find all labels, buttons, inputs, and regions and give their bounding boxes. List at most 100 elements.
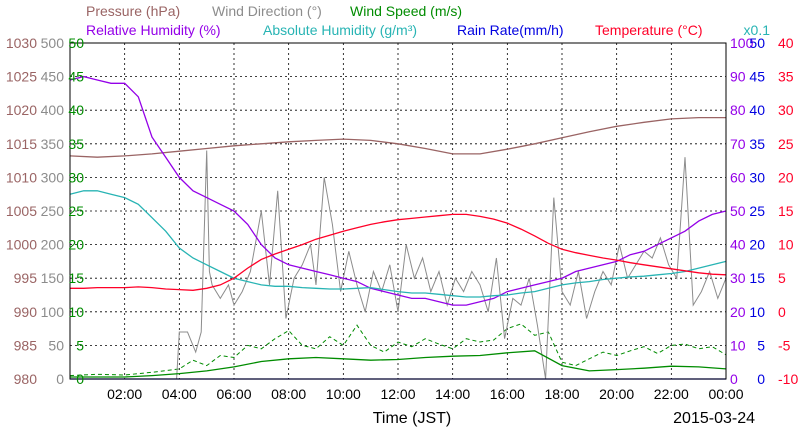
abs-hum-rain-tick-label: 0 [757, 371, 765, 387]
temperature-tick-label: 5 [778, 270, 786, 286]
wind-speed-tick-label: 40 [68, 102, 84, 118]
temperature-tick-label: 35 [778, 69, 794, 85]
humidity-tick-label: 10 [730, 337, 746, 353]
pressure-tick-label: 1015 [6, 136, 37, 152]
abs-hum-rain-tick-label: 25 [749, 203, 765, 219]
wind-speed-tick-label: 50 [68, 35, 84, 51]
wind-speed-tick-label: 20 [68, 237, 84, 253]
pressure-tick-label: 1030 [6, 35, 37, 51]
x-tick-label: 20:00 [599, 386, 634, 402]
wind-speed-tick-label: 25 [68, 203, 84, 219]
wind-speed-gust-line [69, 323, 727, 377]
pressure-tick-label: 990 [14, 304, 38, 320]
wind-speed-tick-label: 30 [68, 169, 84, 185]
wind-direction-line [176, 150, 727, 380]
wind-speed-tick-label: 0 [76, 371, 84, 387]
legend-wind-speed: Wind Speed (m/s) [350, 3, 462, 19]
temperature-tick-label: 40 [778, 35, 794, 51]
axes: 1030102510201015101010051000995990985980… [6, 35, 799, 402]
pressure-hpa-line [69, 116, 726, 158]
date-label: 2015-03-24 [673, 410, 755, 427]
wind-dir-tick-label: 250 [41, 203, 65, 219]
abs-hum-rain-tick-label: 50 [749, 35, 765, 51]
absolute-humidity-g-m-line [69, 190, 727, 298]
abs-hum-rain-tick-label: 15 [749, 270, 765, 286]
temperature-tick-label: 25 [778, 136, 794, 152]
pressure-tick-label: 995 [14, 270, 38, 286]
abs-hum-rain-tick-label: 30 [749, 169, 765, 185]
temperature-tick-label: 0 [778, 304, 786, 320]
pressure-tick-label: 1005 [6, 203, 37, 219]
x-tick-label: 14:00 [435, 386, 470, 402]
x-axis-label: Time (JST) [373, 410, 452, 427]
x-tick-label: 18:00 [544, 386, 579, 402]
legend-wind-dir: Wind Direction (°) [212, 3, 322, 19]
pressure-tick-label: 985 [14, 337, 38, 353]
temperature-c-line [70, 213, 727, 291]
temperature-tick-label: 30 [778, 102, 794, 118]
humidity-tick-label: 0 [730, 371, 738, 387]
humidity-tick-label: 40 [730, 237, 746, 253]
temperature-tick-label: -5 [778, 337, 791, 353]
wind-dir-tick-label: 150 [41, 270, 65, 286]
pressure-tick-label: 1010 [6, 169, 37, 185]
relative-humidity-line [69, 75, 727, 306]
humidity-tick-label: 20 [730, 304, 746, 320]
pressure-tick-label: 980 [14, 371, 38, 387]
wind-dir-tick-label: 500 [41, 35, 65, 51]
abs-hum-rain-tick-label: 35 [749, 136, 765, 152]
abs-hum-rain-tick-label: 10 [749, 304, 765, 320]
wind-speed-tick-label: 10 [68, 304, 84, 320]
legend-temp: Temperature (°C) [595, 22, 703, 38]
wind-dir-tick-label: 0 [56, 371, 64, 387]
legend-rain: Rain Rate(mm/h) [457, 22, 564, 38]
wind-dir-tick-label: 450 [41, 69, 65, 85]
humidity-tick-label: 90 [730, 69, 746, 85]
legend-rel-hum: Relative Humidity (%) [86, 22, 221, 38]
temperature-tick-label: 20 [778, 169, 794, 185]
wind-dir-tick-label: 200 [41, 237, 65, 253]
x-tick-label: 16:00 [490, 386, 525, 402]
temperature-tick-label: -10 [778, 371, 798, 387]
x-tick-label: 10:00 [326, 386, 361, 402]
abs-hum-rain-tick-label: 5 [757, 337, 765, 353]
wind-speed-tick-label: 35 [68, 136, 84, 152]
pressure-tick-label: 1020 [6, 102, 37, 118]
humidity-tick-label: 100 [730, 35, 754, 51]
temperature-tick-label: 15 [778, 203, 794, 219]
humidity-tick-label: 50 [730, 203, 746, 219]
x-tick-label: 08:00 [271, 386, 306, 402]
x-tick-label: 00:00 [708, 386, 743, 402]
temperature-tick-label: 10 [778, 237, 794, 253]
abs-hum-rain-tick-label: 45 [749, 69, 765, 85]
legend-pressure: Pressure (hPa) [86, 3, 180, 19]
x-tick-label: 12:00 [380, 386, 415, 402]
wind-dir-tick-label: 350 [41, 136, 65, 152]
abs-hum-rain-tick-label: 40 [749, 102, 765, 118]
wind-speed-m-s-line [70, 350, 727, 378]
pressure-tick-label: 1000 [6, 237, 37, 253]
x-tick-label: 02:00 [107, 386, 142, 402]
grid [70, 43, 727, 379]
pressure-tick-label: 1025 [6, 69, 37, 85]
rain-multiplier-label: x0.1 [744, 22, 771, 38]
wind-speed-tick-label: 15 [68, 270, 84, 286]
wind-dir-tick-label: 300 [41, 169, 65, 185]
wind-dir-tick-label: 400 [41, 102, 65, 118]
plot-frame [69, 42, 727, 380]
legend: Pressure (hPa) Wind Direction (°) Wind Spe… [86, 3, 770, 38]
x-tick-label: 04:00 [162, 386, 197, 402]
abs-hum-rain-tick-label: 20 [749, 237, 765, 253]
wind-speed-tick-label: 5 [76, 337, 84, 353]
x-tick-label: 06:00 [216, 386, 251, 402]
wind-dir-tick-label: 100 [41, 304, 65, 320]
humidity-tick-label: 60 [730, 169, 746, 185]
wind-speed-tick-label: 45 [68, 69, 84, 85]
humidity-tick-label: 70 [730, 136, 746, 152]
wind-dir-tick-label: 50 [48, 337, 64, 353]
legend-abs-hum: Absolute Humidity (g/m³) [263, 22, 417, 38]
x-tick-label: 22:00 [654, 386, 689, 402]
humidity-tick-label: 80 [730, 102, 746, 118]
